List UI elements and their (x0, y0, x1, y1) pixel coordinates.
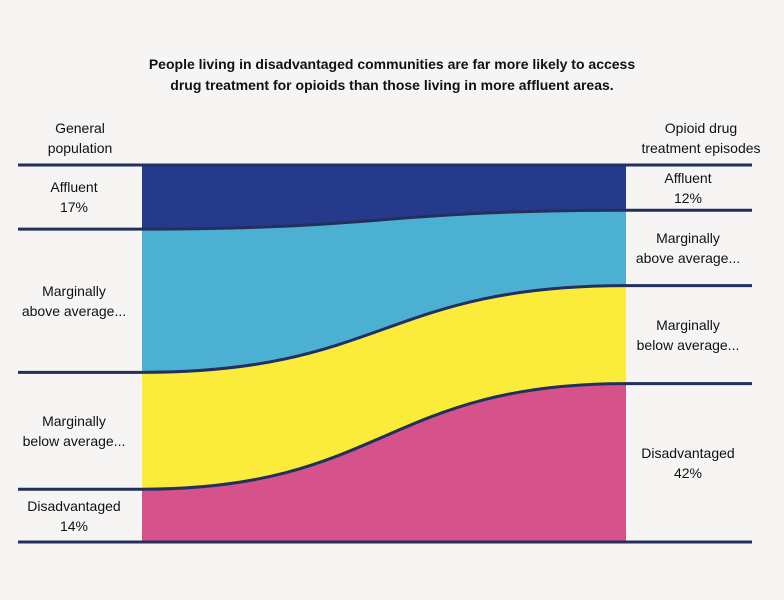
right-label-0: Affluent 12% (628, 168, 748, 208)
left-column-header: General population (30, 118, 130, 158)
left-label-1-line-1: Marginally (42, 282, 106, 299)
chart-title-line-1: People living in disadvantaged communiti… (148, 56, 636, 72)
left-label-2-line-1: Marginally (42, 412, 106, 429)
right-label-0-line-2: 12% (673, 189, 703, 206)
left-label-1-line-2: above average... (21, 302, 127, 319)
right-label-3-line-2: 42% (673, 464, 703, 481)
right-label-2-line-2: below average... (636, 336, 740, 353)
right-label-0-line-1: Affluent (664, 169, 712, 186)
band-marginally-below-average (142, 285, 626, 490)
left-label-1: Marginally above average... (10, 281, 138, 321)
chart-title: People living in disadvantaged communiti… (0, 54, 784, 96)
band-affluent (142, 165, 626, 230)
left-label-2: Marginally below average... (10, 411, 138, 451)
right-label-1-line-2: above average... (635, 249, 741, 266)
right-label-1: Marginally above average... (628, 228, 748, 268)
right-label-2-line-1: Marginally (656, 316, 720, 333)
band-marginally-above-average (142, 210, 626, 373)
chart-title-line-2: drug treatment for opioids than those li… (170, 77, 614, 93)
right-label-3: Disadvantaged 42% (628, 443, 748, 483)
left-header-line-1: General (55, 120, 105, 136)
right-label-2: Marginally below average... (628, 315, 748, 355)
left-label-0-line-2: 17% (59, 199, 89, 216)
left-label-3-line-2: 14% (59, 517, 89, 534)
left-label-0: Affluent 17% (10, 177, 138, 217)
left-label-3: Disadvantaged 14% (10, 496, 138, 536)
left-label-2-line-2: below average... (22, 432, 126, 449)
boundary-line-1 (18, 208, 752, 231)
right-column-header: Opioid drug treatment episodes (622, 118, 780, 158)
right-label-3-line-1: Disadvantaged (641, 444, 735, 461)
left-header-line-2: population (47, 140, 113, 156)
boundary-line-3 (18, 382, 752, 491)
left-label-3-line-1: Disadvantaged (27, 497, 121, 514)
boundary-line-2 (18, 284, 752, 374)
right-header-line-2: treatment episodes (641, 140, 761, 156)
right-header-line-1: Opioid drug (664, 120, 738, 136)
right-label-1-line-1: Marginally (656, 229, 720, 246)
left-label-0-line-1: Affluent (50, 179, 98, 196)
band-disadvantaged (142, 383, 626, 542)
